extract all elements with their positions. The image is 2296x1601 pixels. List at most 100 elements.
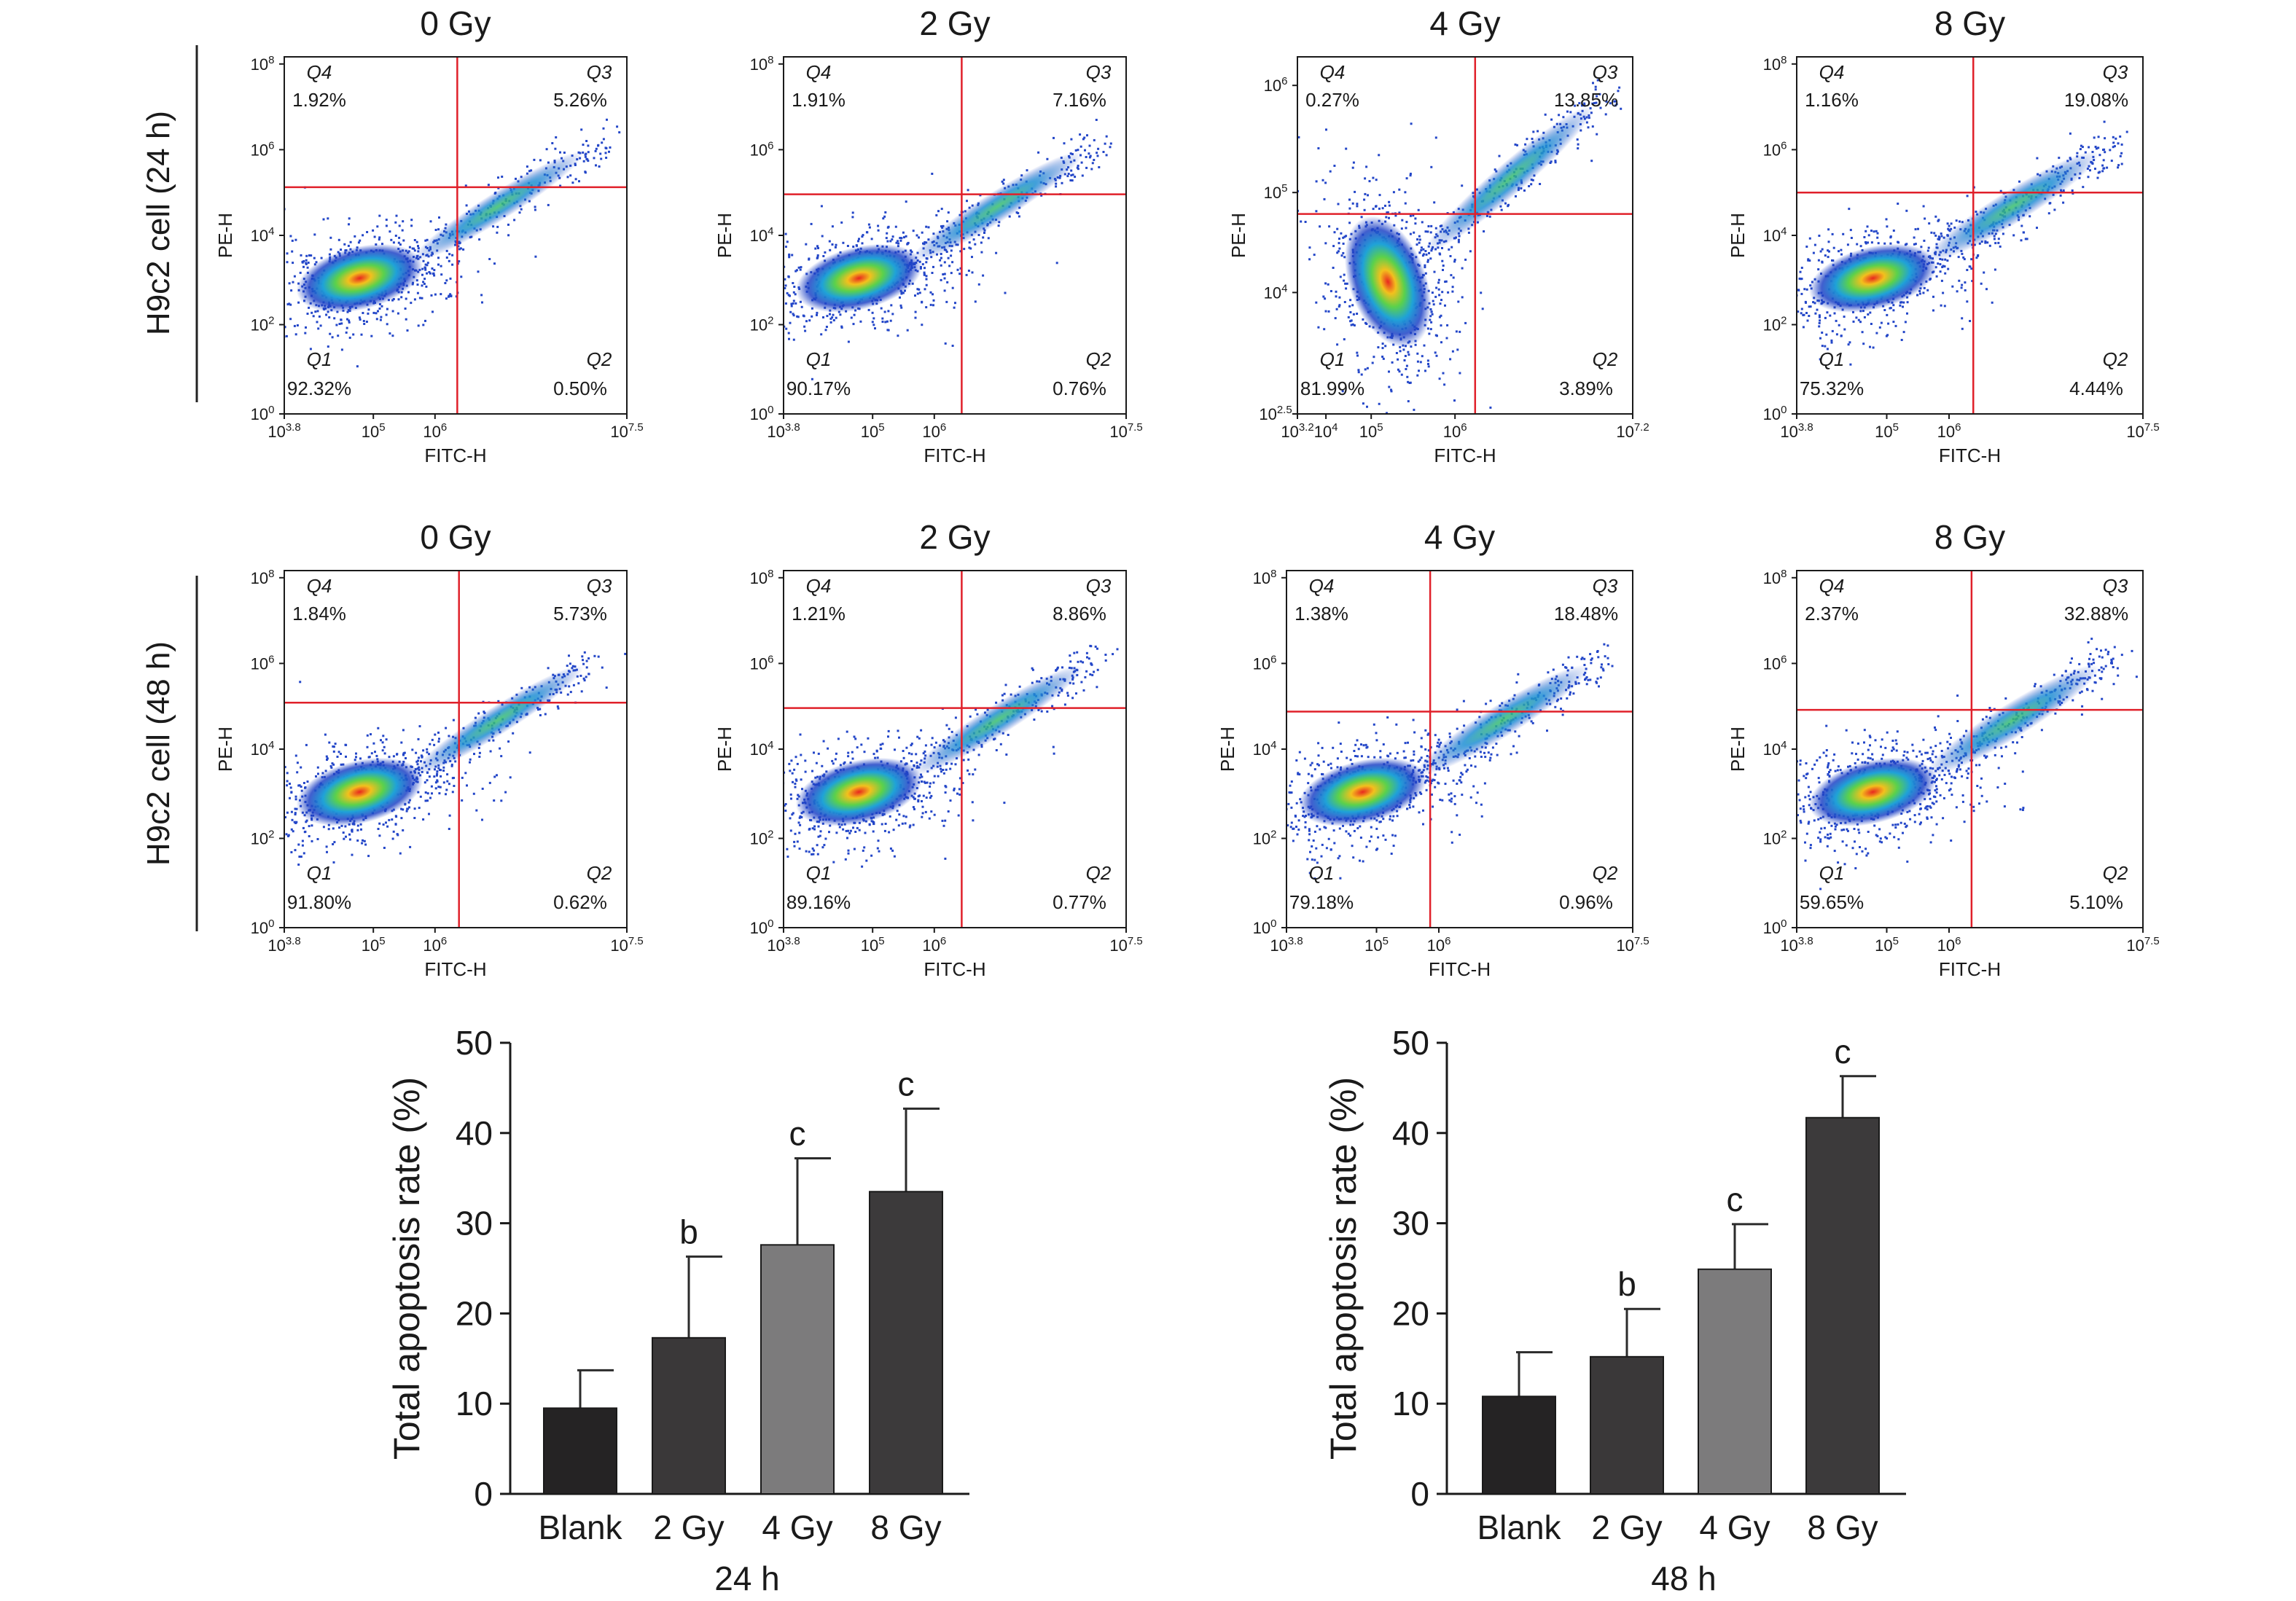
event-dot xyxy=(877,224,880,227)
event-dot xyxy=(930,743,933,746)
event-dot xyxy=(950,249,953,252)
y-tick-label: 100 xyxy=(1763,404,1787,423)
event-dot xyxy=(757,250,760,252)
event-dot xyxy=(333,841,336,844)
event-dot xyxy=(345,755,347,758)
event-dot xyxy=(433,274,436,277)
event-dot xyxy=(950,272,953,275)
event-dot xyxy=(1767,342,1769,345)
event-dot xyxy=(1344,282,1347,285)
event-dot xyxy=(871,321,874,324)
event-dot xyxy=(582,677,585,680)
event-dot xyxy=(946,281,949,283)
event-dot xyxy=(781,281,783,283)
event-dot xyxy=(1966,300,1969,303)
event-dot xyxy=(431,792,433,795)
event-dot xyxy=(805,320,808,323)
quadrant-q2-label: Q2 xyxy=(1086,348,1112,370)
event-dot xyxy=(881,743,884,745)
event-dot xyxy=(1792,314,1795,316)
event-dot xyxy=(256,817,258,819)
event-dot xyxy=(257,787,259,789)
quadrant-q4-value: 1.84% xyxy=(292,603,346,625)
event-dot xyxy=(238,286,240,289)
event-dot xyxy=(1913,243,1916,246)
event-dot xyxy=(750,309,752,311)
event-dot xyxy=(838,826,841,829)
event-dot xyxy=(929,782,932,785)
event-dot xyxy=(235,311,238,313)
event-dot xyxy=(327,217,329,220)
event-dot xyxy=(872,822,875,825)
event-dot xyxy=(877,229,880,232)
event-dot xyxy=(921,812,924,815)
event-dot xyxy=(366,734,369,737)
event-dot xyxy=(1441,247,1443,249)
event-dot xyxy=(796,315,799,318)
event-dot xyxy=(887,310,890,313)
event-dot xyxy=(270,807,272,810)
event-dot xyxy=(1885,218,1888,221)
event-dot xyxy=(1800,278,1803,281)
event-dot xyxy=(977,283,980,286)
event-dot xyxy=(397,298,400,301)
event-dot xyxy=(1857,318,1860,321)
event-dot xyxy=(375,754,378,757)
event-dot xyxy=(2080,144,2082,147)
event-dot xyxy=(958,273,961,275)
event-dot xyxy=(424,263,427,266)
event-dot xyxy=(1870,241,1873,244)
event-dot xyxy=(786,291,789,294)
event-dot xyxy=(481,301,483,304)
event-dot xyxy=(569,174,572,177)
event-dot xyxy=(1343,301,1346,303)
event-dot xyxy=(799,815,802,818)
event-dot xyxy=(2012,234,2015,237)
event-dot xyxy=(748,859,750,861)
event-dot xyxy=(325,845,328,848)
event-dot xyxy=(1351,166,1354,169)
event-dot xyxy=(1405,227,1407,230)
event-dot xyxy=(773,794,776,796)
event-dot xyxy=(779,797,781,799)
event-dot xyxy=(1323,328,1326,331)
event-dot xyxy=(1961,283,1964,286)
event-dot xyxy=(1993,238,1996,240)
event-dot xyxy=(1595,101,1598,104)
event-dot xyxy=(1831,259,1833,262)
event-dot xyxy=(793,845,796,848)
event-dot xyxy=(925,261,928,264)
event-dot xyxy=(1950,227,1953,230)
event-dot xyxy=(1840,253,1843,256)
event-dot xyxy=(792,302,794,305)
event-dot xyxy=(1457,238,1460,241)
event-dot xyxy=(2103,120,2106,123)
event-dot xyxy=(849,829,852,832)
event-dot xyxy=(394,221,397,224)
event-dot xyxy=(945,768,948,771)
event-dot xyxy=(2047,212,2050,215)
event-dot xyxy=(927,226,930,229)
event-dot xyxy=(378,308,381,310)
event-dot xyxy=(257,337,259,339)
event-dot xyxy=(980,241,983,244)
event-dot xyxy=(1360,373,1363,376)
event-dot xyxy=(273,806,275,808)
event-dot xyxy=(1897,203,1899,205)
event-dot xyxy=(1913,236,1916,239)
event-dot xyxy=(1371,361,1374,364)
event-dot xyxy=(1431,313,1434,316)
event-dot xyxy=(968,772,971,775)
event-dot xyxy=(915,753,918,756)
event-dot xyxy=(811,377,813,380)
event-dot xyxy=(1944,272,1947,275)
event-dot xyxy=(1948,224,1951,227)
event-dot xyxy=(794,270,797,273)
event-dot xyxy=(1875,332,1878,334)
event-dot xyxy=(1364,321,1367,324)
event-dot xyxy=(1777,342,1779,344)
event-dot xyxy=(322,218,325,221)
event-dot xyxy=(587,144,590,147)
event-dot xyxy=(557,707,560,710)
